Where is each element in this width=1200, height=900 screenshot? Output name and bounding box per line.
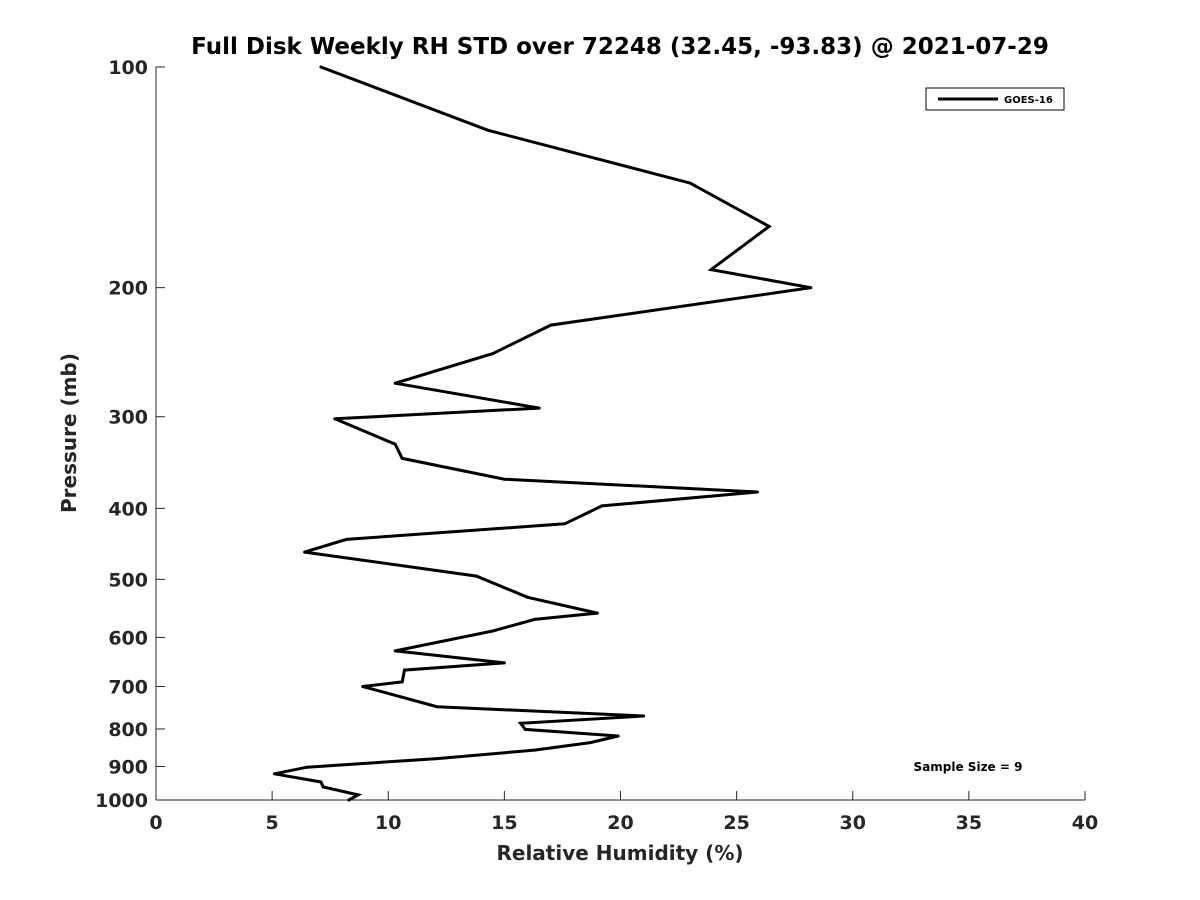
data-point: [595, 611, 599, 615]
y-tick-label: 600: [108, 627, 148, 649]
x-tick-label: 10: [375, 812, 401, 834]
data-point: [305, 765, 309, 769]
y-tick-label: 800: [108, 719, 148, 741]
x-tick-label: 0: [149, 812, 162, 834]
x-tick-label: 20: [607, 812, 633, 834]
data-point: [502, 477, 506, 481]
x-tick-label: 30: [840, 812, 866, 834]
data-point: [435, 757, 439, 761]
data-point: [519, 721, 523, 725]
y-tick-label: 900: [108, 756, 148, 778]
y-axis-label: Pressure (mb): [57, 353, 81, 513]
x-axis-ticks: 0 5 10 15 20 25 30 35 40: [149, 791, 1098, 834]
plot-area: 0 5 10 15 20 25 30 35 40 100 200 300 400 500 600 700 80…: [95, 57, 1098, 834]
data-point: [491, 629, 495, 633]
data-point: [272, 772, 276, 776]
y-tick-label: 500: [108, 569, 148, 591]
data-point: [475, 574, 478, 578]
data-point: [809, 286, 813, 290]
data-point: [361, 685, 365, 688]
data-point: [549, 323, 553, 327]
y-tick-label: 300: [108, 407, 148, 429]
sample-size-annotation: Sample Size = 9: [914, 760, 1023, 774]
data-point: [642, 714, 646, 718]
x-tick-label: 25: [723, 812, 749, 834]
data-point: [537, 406, 541, 410]
chart-title: Full Disk Weekly RH STD over 72248 (32.4…: [191, 34, 1049, 60]
data-point: [563, 522, 567, 526]
data-point: [356, 793, 360, 797]
data-point: [526, 595, 530, 599]
x-tick-label: 35: [956, 812, 982, 834]
data-point: [688, 181, 692, 185]
series-points: [272, 65, 813, 802]
data-point: [319, 780, 323, 784]
data-point: [756, 490, 759, 494]
data-point: [767, 224, 771, 228]
y-axis-ticks: 100 200 300 400 500 600 700 800 900 1000: [95, 57, 165, 812]
legend: GOES-16: [925, 87, 1065, 111]
x-tick-label: 5: [266, 812, 279, 834]
data-point: [333, 417, 337, 421]
data-point: [533, 617, 537, 621]
data-point: [393, 381, 397, 385]
y-tick-label: 400: [108, 498, 148, 520]
data-point: [303, 550, 307, 554]
x-axis-label: Relative Humidity (%): [496, 841, 743, 865]
data-point: [393, 442, 397, 446]
data-point: [486, 128, 490, 132]
data-point: [344, 537, 348, 541]
data-point: [523, 727, 527, 731]
data-point: [709, 268, 713, 272]
data-point: [502, 661, 506, 665]
y-tick-label: 1000: [95, 790, 148, 812]
y-tick-label: 200: [108, 278, 148, 300]
y-tick-label: 700: [108, 676, 148, 698]
y-tick-label: 100: [108, 57, 148, 79]
x-tick-label: 15: [491, 812, 517, 834]
data-point: [321, 785, 325, 789]
data-point: [403, 668, 406, 672]
data-point: [600, 504, 604, 508]
x-tick-label: 40: [1072, 812, 1098, 834]
data-point: [319, 65, 323, 69]
data-point: [400, 680, 404, 684]
data-point: [616, 734, 620, 738]
data-point: [435, 705, 439, 709]
data-point: [533, 748, 537, 752]
data-point: [400, 456, 404, 460]
data-point: [588, 741, 592, 745]
data-point: [347, 798, 351, 802]
data-point: [491, 352, 495, 356]
data-point: [393, 649, 397, 653]
legend-label-goes-16: GOES-16: [1004, 95, 1053, 106]
